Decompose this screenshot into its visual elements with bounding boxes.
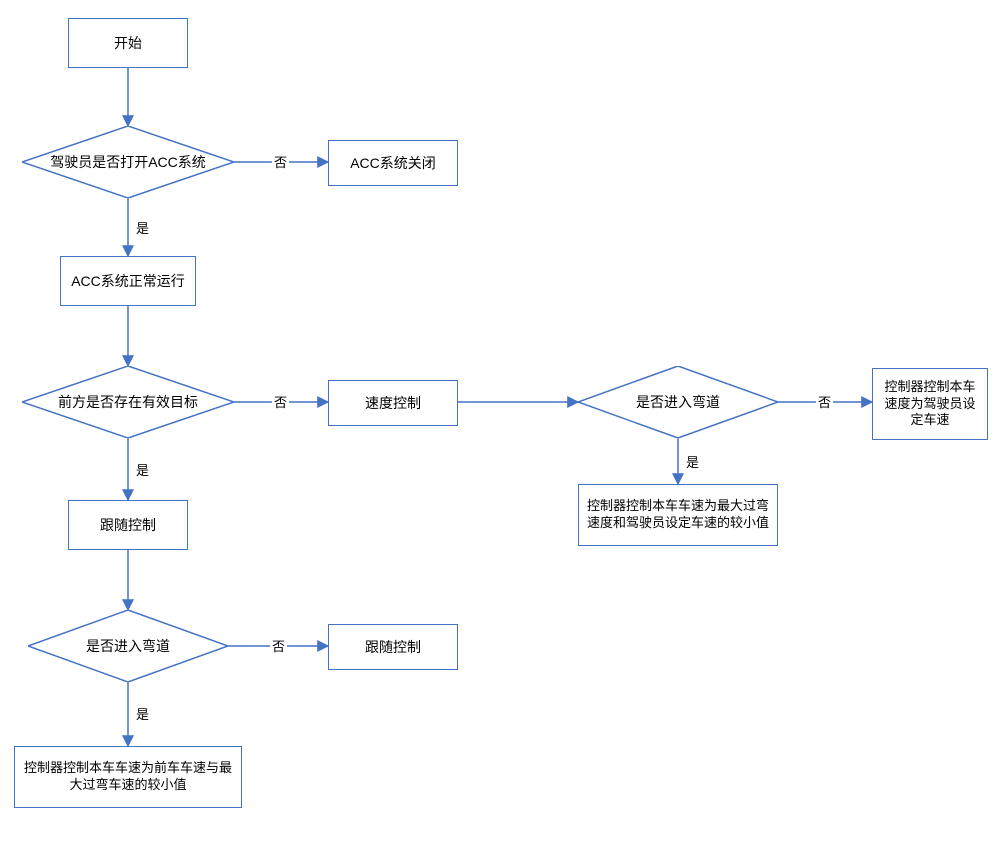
node-follow-ctrl2: 跟随控制 [328,624,458,670]
edge-label-yes: 是 [134,704,151,723]
node-label: 控制器控制本车车速为前车车速与最大过弯车速的较小值 [23,760,233,794]
edge-label-no: 否 [270,636,287,655]
node-label: 是否进入弯道 [636,393,720,411]
flowchart-canvas: 开始 驾驶员是否打开ACC系统 ACC系统关闭 ACC系统正常运行 前方是否存在… [0,0,1000,851]
node-start: 开始 [68,18,188,68]
node-label: ACC系统正常运行 [71,272,185,290]
node-q-target: 前方是否存在有效目标 [22,366,234,438]
edge-label-yes: 是 [134,218,151,237]
node-label: 控制器控制本车车速为最大过弯速度和驾驶员设定车速的较小值 [587,498,769,532]
node-acc-closed: ACC系统关闭 [328,140,458,186]
node-acc-running: ACC系统正常运行 [60,256,196,306]
node-label: 开始 [114,34,142,52]
node-follow-ctrl: 跟随控制 [68,500,188,550]
node-min-front-curve: 控制器控制本车车速为前车车速与最大过弯车速的较小值 [14,746,242,808]
node-label: 控制器控制本车速度为驾驶员设定车速 [881,379,979,430]
node-label: 跟随控制 [365,638,421,656]
node-label: 跟随控制 [100,516,156,534]
edge-label-no: 否 [272,392,289,411]
edge-label-no: 否 [816,392,833,411]
node-driver-speed: 控制器控制本车速度为驾驶员设定车速 [872,368,988,440]
edge-label-no: 否 [272,152,289,171]
node-q-acc-open: 驾驶员是否打开ACC系统 [22,126,234,198]
node-q-curve2: 是否进入弯道 [578,366,778,438]
node-q-curve1: 是否进入弯道 [28,610,228,682]
node-label: 是否进入弯道 [86,637,170,655]
node-speed-ctrl: 速度控制 [328,380,458,426]
node-label: 驾驶员是否打开ACC系统 [50,153,206,171]
node-label: 前方是否存在有效目标 [58,393,198,411]
node-label: ACC系统关闭 [350,154,436,172]
node-label: 速度控制 [365,394,421,412]
edge-label-yes: 是 [684,452,701,471]
edge-label-yes: 是 [134,460,151,479]
node-min-curve-drv: 控制器控制本车车速为最大过弯速度和驾驶员设定车速的较小值 [578,484,778,546]
